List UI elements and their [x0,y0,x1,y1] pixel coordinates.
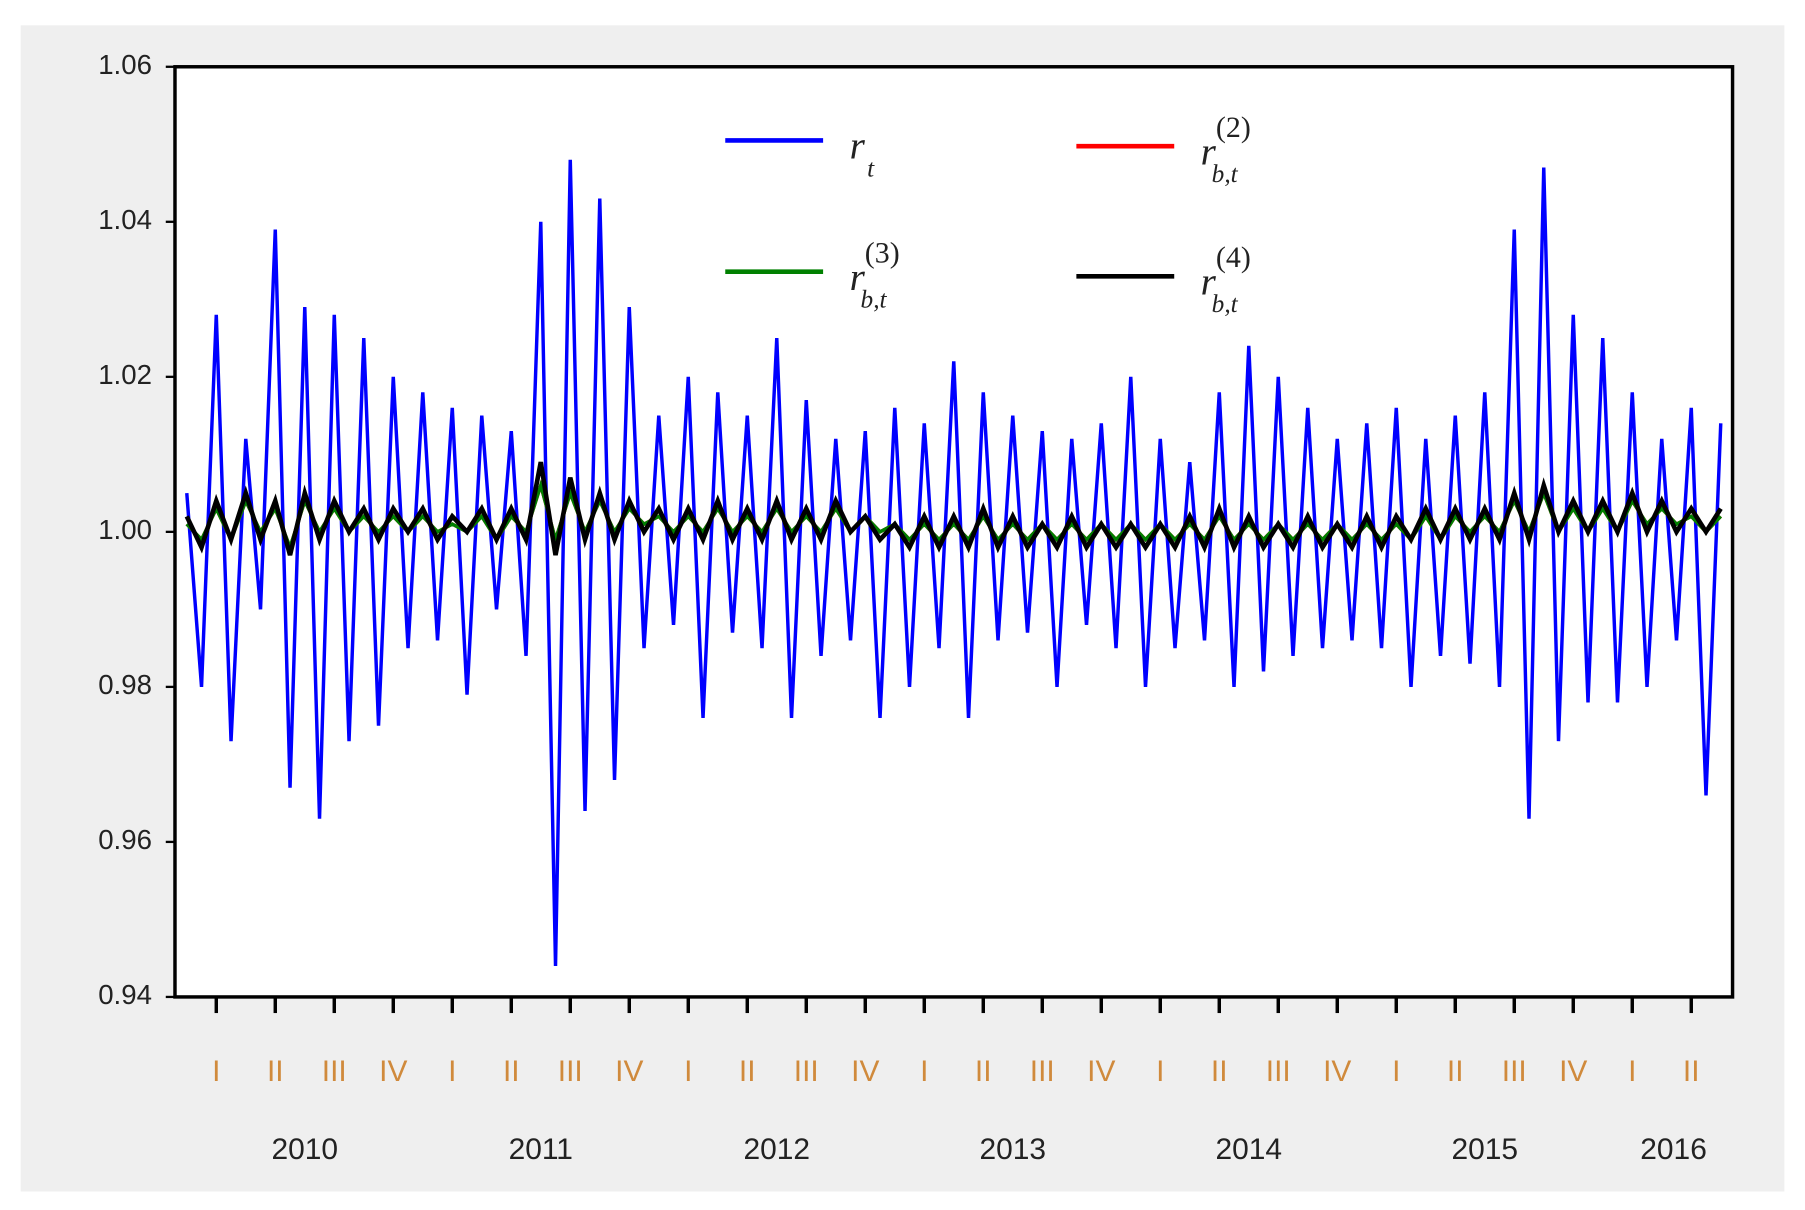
x-tick-label: III [1266,1055,1291,1088]
x-tick-label: II [975,1055,992,1088]
x-group-label: 2012 [743,1133,810,1166]
x-tick-label: IV [379,1055,407,1088]
x-tick-label: I [684,1055,692,1088]
legend-label: r(3) b,t [850,236,900,313]
x-tick-label: III [794,1055,819,1088]
x-tick-label: I [1392,1055,1400,1088]
x-tick-label: IV [851,1055,879,1088]
x-tick-label: II [503,1055,520,1088]
x-tick-label: II [267,1055,284,1088]
y-tick-label: 1.06 [98,49,152,80]
x-tick-label: IV [615,1055,643,1088]
series-line [185,159,1723,966]
y-tick-label: 1.02 [98,359,152,390]
y-tick-label: 1.00 [98,514,152,545]
y-tick-label: 0.98 [98,669,152,700]
x-tick-label: I [448,1055,456,1088]
x-tick-label: IV [1323,1055,1351,1088]
x-group-label: 2010 [271,1133,338,1166]
x-tick-label: I [212,1055,220,1088]
x-tick-label: IV [1087,1055,1115,1088]
x-tick-label: II [739,1055,756,1088]
x-tick-label: I [920,1055,928,1088]
y-tick-label: 0.96 [98,824,152,855]
x-group-label: 2015 [1451,1133,1518,1166]
x-tick-label: III [558,1055,583,1088]
x-tick-label: II [1683,1055,1700,1088]
plot-frame [173,65,1735,999]
legend-label: rt [850,125,876,183]
x-tick-label: III [1502,1055,1527,1088]
x-tick-label: II [1447,1055,1464,1088]
x-tick-label: IV [1559,1055,1587,1088]
x-tick-label: I [1156,1055,1164,1088]
legend-label: r(2) b,t [1201,111,1251,188]
x-group-label: 2011 [509,1133,573,1166]
x-group-label: 2016 [1640,1133,1707,1166]
series-group [184,159,1723,966]
x-tick-label: III [1030,1055,1055,1088]
x-group-label: 2013 [979,1133,1046,1166]
x-tick-label: I [1628,1055,1636,1088]
chart-body: 0.940.960.981.001.021.041.06I II III IV I II I… [20,25,1785,1192]
series-line [184,461,1723,556]
x-tick-label: II [1211,1055,1228,1088]
y-tick-label: 0.94 [98,979,152,1010]
y-tick-label: 1.04 [98,204,152,235]
legend-label: r(4) b,t [1201,241,1251,318]
x-tick-label: III [322,1055,347,1088]
x-group-label: 2014 [1215,1133,1282,1166]
